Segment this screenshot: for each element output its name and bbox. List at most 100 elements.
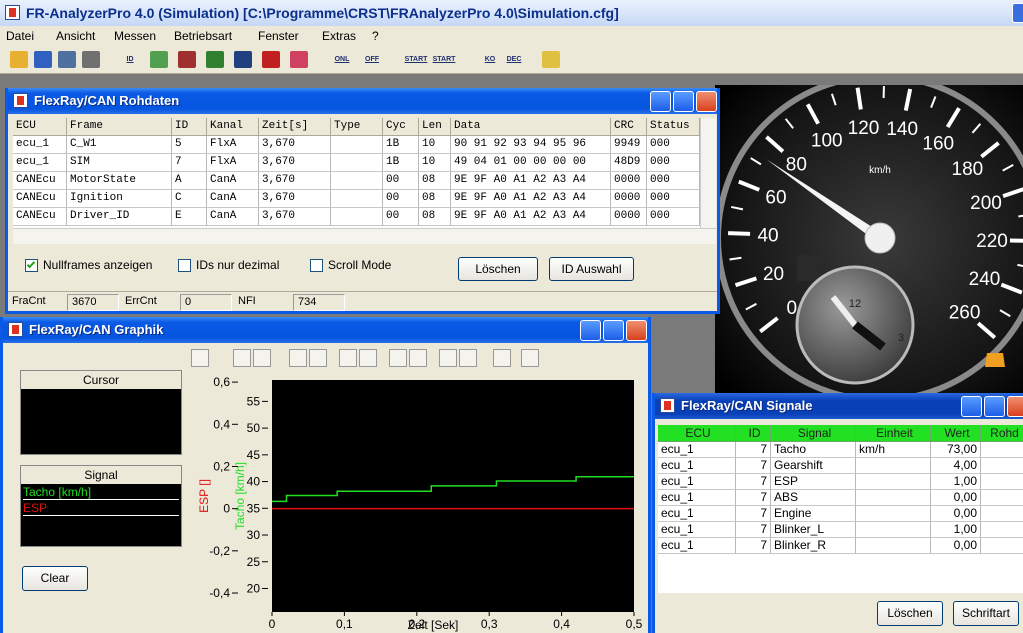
tool-button[interactable]: ONL — [334, 56, 350, 63]
gauge-scale — [930, 96, 937, 109]
menu-item[interactable]: ? — [372, 29, 379, 43]
close-button[interactable] — [696, 91, 717, 112]
tool-button[interactable] — [521, 349, 539, 367]
menu-item[interactable]: Messen — [114, 29, 157, 43]
tool-button[interactable] — [289, 349, 307, 367]
tool-button[interactable] — [58, 51, 76, 68]
checkbox-label[interactable]: Scroll Mode — [328, 258, 392, 272]
tool-button[interactable] — [234, 51, 252, 68]
status-value: 0 — [180, 294, 232, 311]
close-button[interactable] — [1007, 396, 1023, 417]
button[interactable]: Löschen — [877, 601, 943, 626]
table-cell — [981, 506, 1023, 522]
table-cell: 7 — [736, 506, 771, 522]
tool-button[interactable] — [359, 349, 377, 367]
tool-button[interactable] — [459, 349, 477, 367]
close-button[interactable] — [626, 320, 647, 341]
table-cell: A — [172, 172, 207, 190]
tool-button[interactable] — [339, 349, 357, 367]
column-header: Kanal — [207, 118, 259, 136]
column-header: ID — [172, 118, 207, 136]
minimize-button[interactable] — [650, 91, 671, 112]
tool-button[interactable]: DEC — [506, 56, 522, 63]
checkbox-label[interactable]: IDs nur dezimal — [196, 258, 280, 272]
status-value: 734 — [293, 294, 345, 311]
menu-item[interactable]: Fenster — [258, 29, 299, 43]
table-cell — [856, 490, 931, 506]
menu-item[interactable]: Ansicht — [56, 29, 96, 43]
table-cell: Ignition — [67, 190, 172, 208]
table-cell: 00 — [383, 190, 419, 208]
minimize-button[interactable] — [580, 320, 601, 341]
maximize-button[interactable] — [673, 91, 694, 112]
checkbox[interactable] — [310, 259, 323, 272]
menu-item[interactable]: Datei — [6, 29, 35, 43]
button[interactable]: Löschen — [458, 257, 538, 281]
table-cell: C_W1 — [67, 136, 172, 154]
clear-button[interactable]: Clear — [22, 566, 88, 591]
title-bar: FlexRay/CAN Signale — [655, 393, 1023, 419]
x-tick-label: 0,5 — [626, 617, 643, 631]
tool-button[interactable] — [191, 349, 209, 367]
tool-button[interactable]: ID — [126, 56, 134, 63]
table-cell: ecu_1 — [658, 538, 736, 554]
tool-button[interactable] — [206, 51, 224, 68]
tool-button[interactable] — [253, 349, 271, 367]
tool-button[interactable] — [262, 51, 280, 68]
tool-button[interactable] — [439, 349, 457, 367]
button[interactable]: ID Auswahl — [549, 257, 634, 281]
tool-button[interactable] — [493, 349, 511, 367]
menu-item[interactable]: Extras — [322, 29, 357, 43]
tool-button[interactable] — [34, 51, 52, 68]
gauge-label: 160 — [922, 133, 954, 154]
tool-button[interactable] — [150, 51, 168, 68]
tool-button[interactable] — [178, 51, 196, 68]
tool-button[interactable] — [10, 51, 28, 68]
tool-button[interactable] — [309, 349, 327, 367]
table-cell: 7 — [736, 458, 771, 474]
tool-button[interactable] — [233, 349, 251, 367]
tool-button[interactable] — [290, 51, 308, 68]
tool-button[interactable]: OFF — [365, 56, 379, 63]
maximize-button[interactable] — [984, 396, 1005, 417]
x-tick-label: 0,4 — [553, 617, 570, 631]
status-bar: FraCnt 3670 ErrCnt 0 NFI 734 — [8, 291, 717, 311]
tool-button[interactable]: START — [404, 56, 428, 63]
button[interactable]: Schriftart — [953, 601, 1019, 626]
tool-button[interactable] — [82, 51, 100, 68]
vertical-scrollbar[interactable] — [700, 118, 716, 228]
table-cell: Blinker_L — [771, 522, 856, 538]
tool-button[interactable]: START — [432, 56, 456, 63]
table-cell: ecu_1 — [658, 474, 736, 490]
raw-table: ECU ecu_1 ecu_1 CANEcu CANEcu CANEcu Frame C_W1… — [13, 118, 705, 228]
horizontal-scrollbar[interactable] — [13, 228, 716, 244]
table-cell: FlxA — [207, 136, 259, 154]
column-header: Len — [419, 118, 451, 136]
maximize-button[interactable] — [603, 320, 624, 341]
tool-button[interactable] — [542, 51, 560, 68]
tool-button[interactable] — [389, 349, 407, 367]
window-icon — [13, 93, 28, 108]
table-cell: CanA — [207, 190, 259, 208]
table-cell: 000 — [647, 190, 700, 208]
window-button[interactable] — [1012, 3, 1023, 23]
gauge-scale — [750, 157, 762, 166]
tool-button[interactable] — [409, 349, 427, 367]
clock-label: 3 — [898, 332, 904, 344]
legend-entry: Tacho [km/h] — [23, 485, 179, 500]
column-header: ECU — [13, 118, 67, 136]
checkbox-label[interactable]: Nullframes anzeigen — [43, 258, 153, 272]
checkbox[interactable] — [178, 259, 191, 272]
table-cell: CANEcu — [13, 190, 67, 208]
signal-panel: Signal Tacho [km/h] ESP — [20, 465, 182, 547]
options: Nullframes anzeigen IDs nur dezimal Scroll… — [8, 248, 717, 288]
clock-hand — [852, 321, 886, 351]
tool-button[interactable]: KO — [484, 56, 496, 63]
table-cell: 5 — [172, 136, 207, 154]
table-cell: 10 — [419, 154, 451, 172]
column-header: ID — [736, 425, 771, 442]
checkbox[interactable] — [25, 259, 38, 272]
menu-item[interactable]: Betriebsart — [174, 29, 233, 43]
table-cell: 1B — [383, 154, 419, 172]
minimize-button[interactable] — [961, 396, 982, 417]
